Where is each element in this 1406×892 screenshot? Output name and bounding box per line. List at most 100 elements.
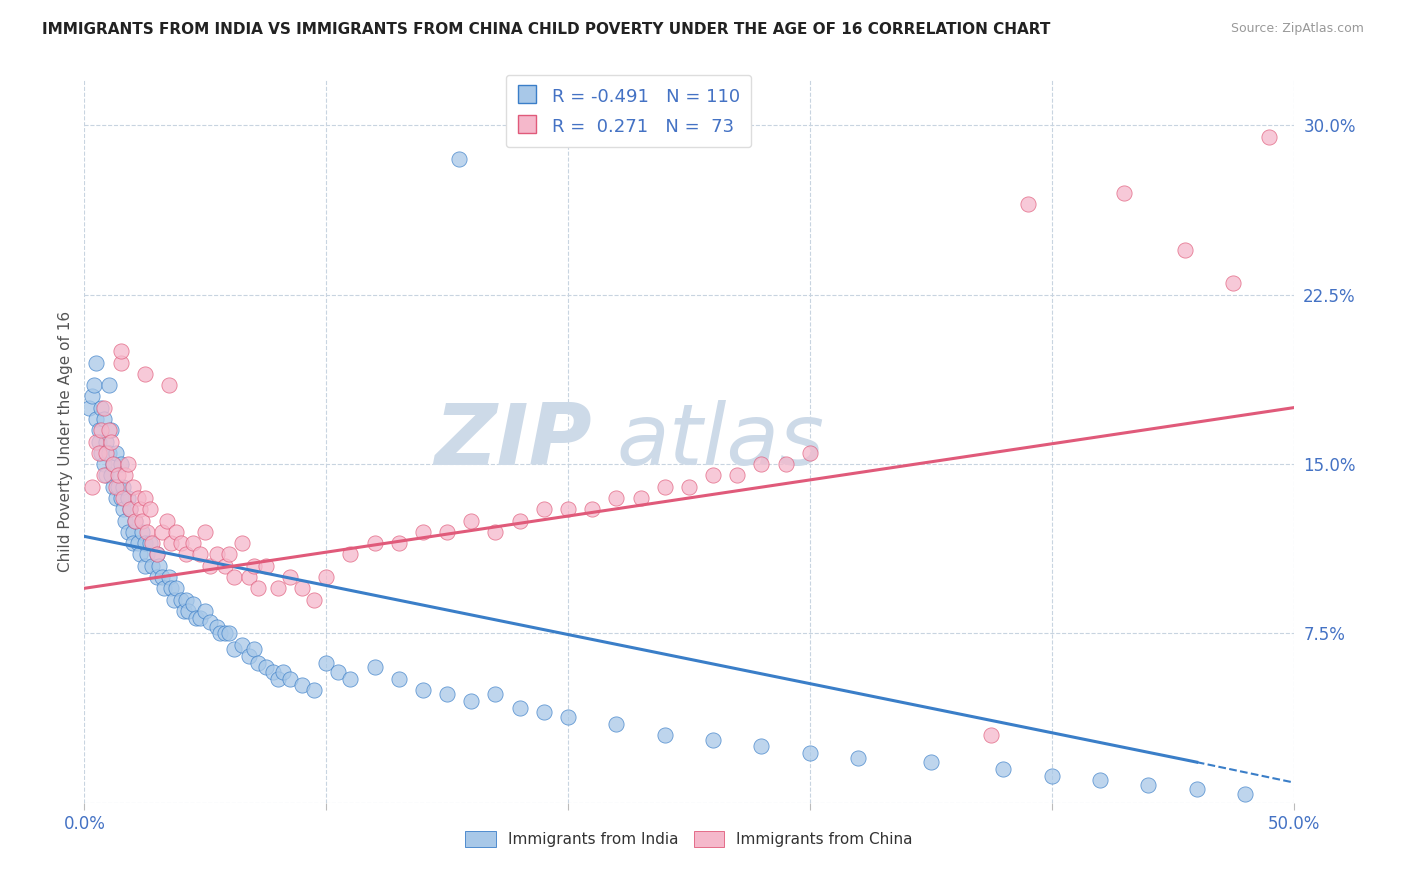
Point xyxy=(484,687,506,701)
Point xyxy=(170,592,193,607)
Point xyxy=(1258,129,1281,144)
Point xyxy=(157,570,180,584)
Point xyxy=(460,694,482,708)
Point xyxy=(214,558,236,573)
Point xyxy=(702,732,724,747)
Point xyxy=(97,378,120,392)
Point xyxy=(231,536,253,550)
Point xyxy=(436,524,458,539)
Point xyxy=(131,514,153,528)
Point xyxy=(181,536,204,550)
Point xyxy=(799,446,821,460)
Point xyxy=(509,701,531,715)
Point xyxy=(267,672,290,686)
Point xyxy=(328,665,350,679)
Point xyxy=(231,638,253,652)
Point xyxy=(127,491,149,505)
Point xyxy=(121,524,143,539)
Point xyxy=(238,648,260,663)
Point xyxy=(363,536,385,550)
Point xyxy=(163,592,186,607)
Point xyxy=(141,558,163,573)
Point xyxy=(194,604,217,618)
Point xyxy=(315,570,337,584)
Point xyxy=(302,592,325,607)
Point xyxy=(97,423,120,437)
Point xyxy=(94,434,117,449)
Point xyxy=(110,457,132,471)
Point xyxy=(224,642,246,657)
Point xyxy=(138,536,160,550)
Point xyxy=(207,548,229,562)
Point xyxy=(173,604,195,618)
Point xyxy=(93,468,115,483)
Point xyxy=(129,548,152,562)
Point xyxy=(131,524,153,539)
Point xyxy=(775,457,797,471)
Point xyxy=(110,355,132,369)
Point xyxy=(242,642,264,657)
Point xyxy=(129,502,152,516)
Point xyxy=(157,378,180,392)
Point xyxy=(920,755,942,769)
Legend: Immigrants from India, Immigrants from China: Immigrants from India, Immigrants from C… xyxy=(458,825,920,853)
Point xyxy=(80,480,103,494)
Point xyxy=(198,558,221,573)
Point xyxy=(100,423,122,437)
Point xyxy=(120,502,142,516)
Point xyxy=(107,468,129,483)
Point xyxy=(107,480,129,494)
Point xyxy=(799,746,821,760)
Point xyxy=(339,672,361,686)
Point xyxy=(160,582,183,596)
Point xyxy=(100,434,122,449)
Text: atlas: atlas xyxy=(616,400,824,483)
Point xyxy=(148,558,170,573)
Point xyxy=(120,502,142,516)
Point xyxy=(1137,778,1160,792)
Point xyxy=(103,480,125,494)
Point xyxy=(267,582,290,596)
Point xyxy=(484,524,506,539)
Point xyxy=(110,491,132,505)
Point xyxy=(174,548,197,562)
Point xyxy=(86,434,108,449)
Point xyxy=(388,536,411,550)
Point xyxy=(1174,243,1197,257)
Point xyxy=(114,514,136,528)
Point xyxy=(242,558,264,573)
Point xyxy=(190,548,212,562)
Point xyxy=(181,597,204,611)
Point xyxy=(278,570,301,584)
Point xyxy=(247,582,270,596)
Point xyxy=(87,434,110,449)
Point xyxy=(654,728,676,742)
Point xyxy=(315,656,337,670)
Point xyxy=(177,604,200,618)
Point xyxy=(100,468,122,483)
Point xyxy=(291,582,314,596)
Point xyxy=(86,412,108,426)
Point xyxy=(103,457,125,471)
Point xyxy=(121,536,143,550)
Point xyxy=(254,660,277,674)
Point xyxy=(1114,186,1136,201)
Point xyxy=(388,672,411,686)
Point xyxy=(146,548,169,562)
Point xyxy=(198,615,221,630)
Point xyxy=(751,457,773,471)
Point xyxy=(174,592,197,607)
Point xyxy=(581,502,603,516)
Point xyxy=(218,626,240,640)
Point xyxy=(103,457,125,471)
Point xyxy=(654,480,676,494)
Point xyxy=(155,514,177,528)
Point xyxy=(134,491,156,505)
Point xyxy=(94,446,117,460)
Point xyxy=(702,468,724,483)
Point xyxy=(993,762,1015,776)
Point xyxy=(678,480,700,494)
Point xyxy=(104,446,127,460)
Point xyxy=(1017,197,1039,211)
Y-axis label: Child Poverty Under the Age of 16: Child Poverty Under the Age of 16 xyxy=(58,311,73,572)
